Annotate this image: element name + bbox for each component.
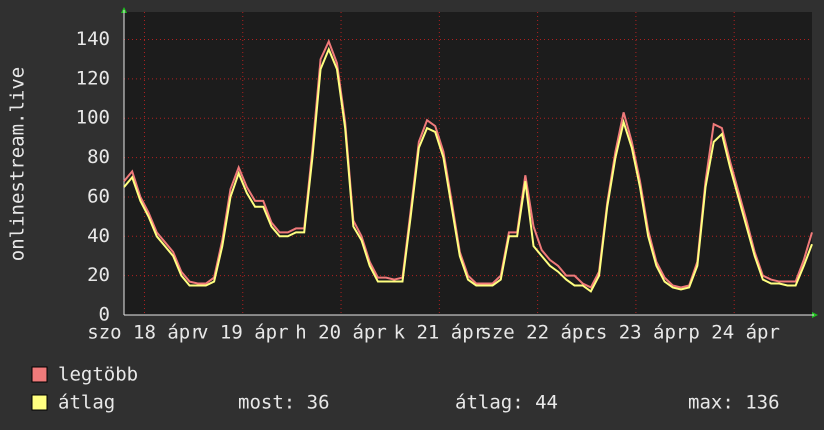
y-tick-label: 40 — [87, 225, 110, 247]
legend-swatch — [31, 394, 48, 411]
y-tick-label: 100 — [76, 107, 110, 129]
stat-label: max: 136 — [688, 392, 780, 414]
y-tick-label: 80 — [87, 146, 110, 168]
y-tick-label: 120 — [76, 67, 110, 89]
y-tick-label: 20 — [87, 264, 110, 286]
stat-label: most: 36 — [238, 392, 330, 414]
x-tick-label: sze 22 ápr — [480, 322, 594, 344]
y-tick-label: 60 — [87, 185, 110, 207]
y-tick-label: 140 — [76, 28, 110, 50]
x-tick-label: v 19 ápr — [197, 322, 289, 344]
x-arrow — [812, 312, 818, 318]
legend-label: legtöbb — [58, 364, 138, 386]
series-line — [123, 46, 813, 293]
x-tick-label: cs 23 ápr — [584, 322, 687, 344]
x-tick-label: k 21 ápr — [394, 322, 486, 344]
y-tick-label: 0 — [99, 304, 110, 326]
y-axis-label: onlinestream.live — [7, 67, 29, 261]
legend-swatch — [31, 366, 48, 383]
x-tick-label: h 20 ápr — [295, 322, 387, 344]
x-tick-label: szo 18 ápr — [87, 322, 201, 344]
stat-label: átlag: 44 — [455, 392, 558, 414]
x-tick-label: p 24 ápr — [688, 322, 780, 344]
legend-label: átlag — [58, 392, 115, 414]
